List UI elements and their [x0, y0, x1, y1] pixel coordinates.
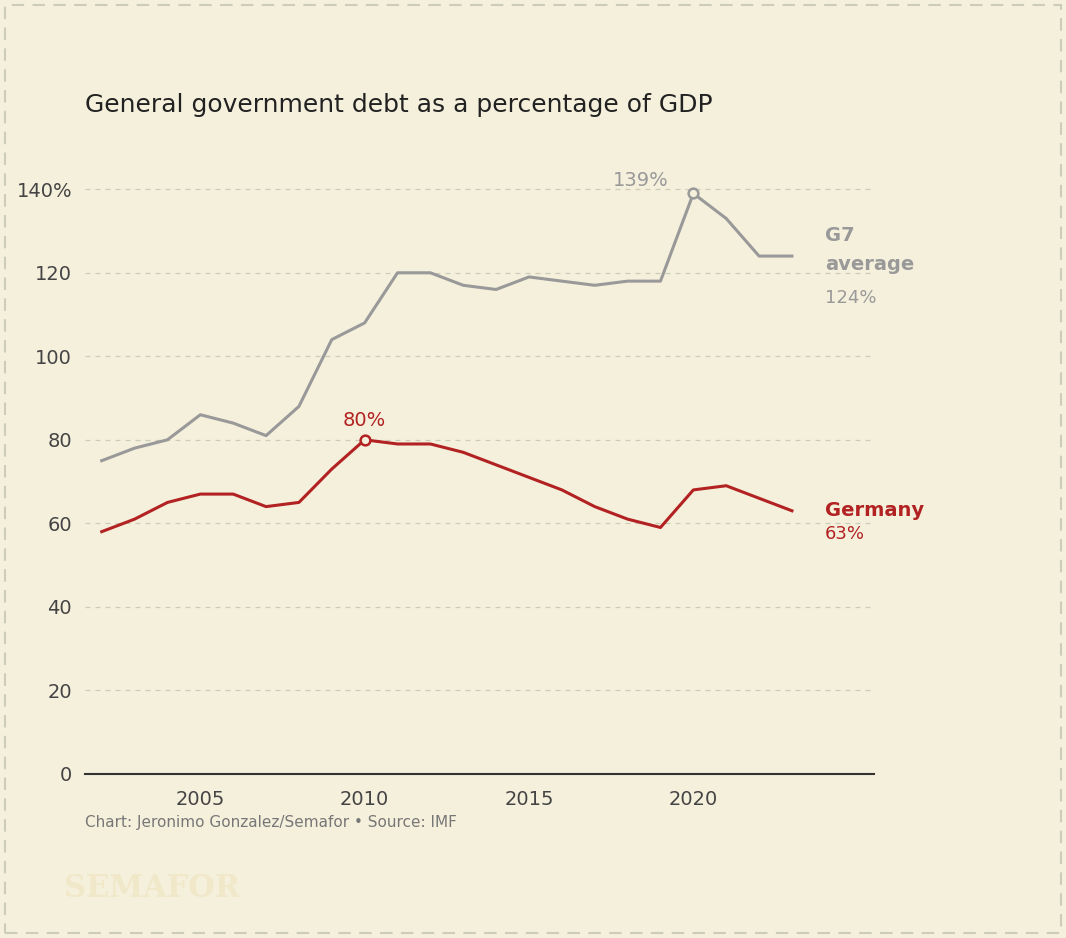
Text: 80%: 80% [342, 411, 386, 430]
Text: 139%: 139% [613, 172, 668, 190]
Text: Chart: Jeronimo Gonzalez/Semafor • Source: IMF: Chart: Jeronimo Gonzalez/Semafor • Sourc… [85, 815, 457, 830]
Text: 63%: 63% [825, 524, 865, 543]
Text: SEMAFOR: SEMAFOR [64, 873, 240, 904]
Text: average: average [825, 255, 914, 274]
Text: Germany: Germany [825, 501, 924, 521]
Text: General government debt as a percentage of GDP: General government debt as a percentage … [85, 93, 713, 117]
Text: 124%: 124% [825, 289, 876, 307]
Text: G7: G7 [825, 226, 855, 245]
